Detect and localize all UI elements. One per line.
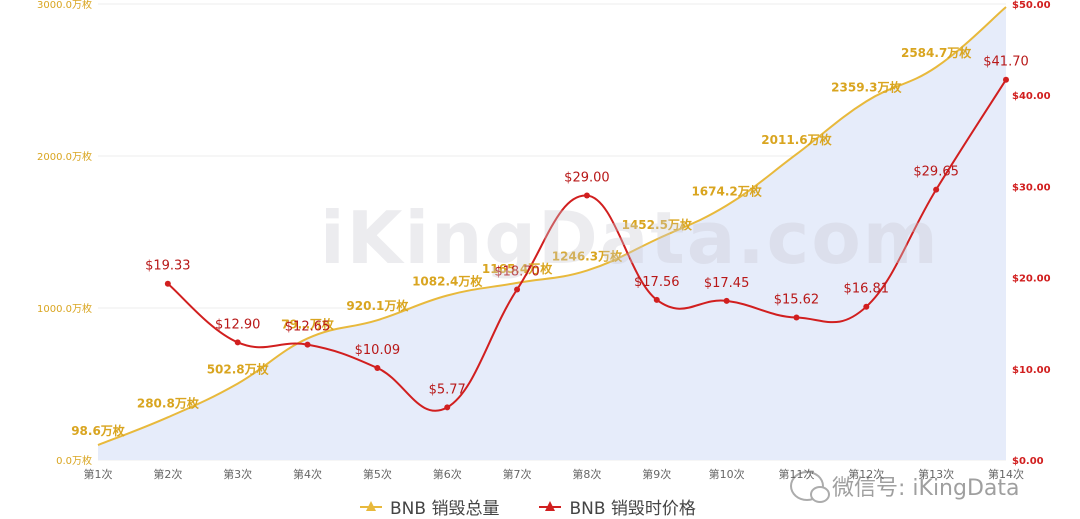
price-data-label: $12.65 xyxy=(285,320,331,335)
legend-label-price: BNB 销毁时价格 xyxy=(569,499,696,519)
wechat-text: 微信号: iKingData xyxy=(832,476,1020,501)
total-burn-data-label: 1165.4万枚 xyxy=(482,261,553,276)
total-burn-data-label: 2359.3万枚 xyxy=(831,79,902,94)
legend-label-total: BNB 销毁总量 xyxy=(390,499,500,519)
total-burn-data-label: 79…万枚 xyxy=(281,316,335,331)
price-data-label: $18.70 xyxy=(494,264,540,279)
legend-item-total[interactable]: BNB 销毁总量 xyxy=(360,494,499,519)
y-right-tick-label: $20.00 xyxy=(1012,274,1051,285)
price-data-label: $29.00 xyxy=(564,171,610,186)
y-right-tick-label: $40.00 xyxy=(1012,91,1051,102)
y-right-tick-label: $10.00 xyxy=(1012,365,1051,376)
y-right-tick-label: $30.00 xyxy=(1012,182,1051,193)
total-burn-data-label: 1674.2万枚 xyxy=(691,184,762,199)
total-burn-area-fill xyxy=(98,7,1006,460)
data-labels: 98.6万枚 280.8万枚 502.8万枚 79…万枚 920.1万枚1082.4万枚… xyxy=(71,45,1029,438)
x-tick-label: 第7次 xyxy=(503,467,532,481)
price-data-label: $29.65 xyxy=(913,165,959,180)
price-point xyxy=(653,296,660,303)
total-burn-area xyxy=(97,6,1007,460)
x-tick-label: 第6次 xyxy=(433,467,462,481)
x-tick-label: 第14次 xyxy=(988,467,1024,481)
price-data-label: $17.56 xyxy=(634,275,680,290)
price-data-label: $5.77 xyxy=(429,382,466,397)
x-tick-label: 第13次 xyxy=(918,467,954,481)
price-point xyxy=(583,192,590,199)
price-point xyxy=(933,186,940,193)
wechat-watermark: 微信号: iKingData xyxy=(790,470,1020,503)
price-point xyxy=(234,339,241,346)
x-tick-label: 第2次 xyxy=(153,467,182,481)
price-point xyxy=(444,404,451,411)
y-left-tick-label: 2000.0万枚 xyxy=(37,150,92,163)
total-burn-data-label: 2584.7万枚 xyxy=(901,45,972,60)
price-point xyxy=(374,364,381,371)
price-point xyxy=(793,314,800,321)
x-tick-label: 第5次 xyxy=(363,467,392,481)
total-burn-line xyxy=(97,6,1007,446)
x-tick-label: 第1次 xyxy=(84,467,113,481)
y-right-tick-label: $50.00 xyxy=(1012,0,1051,11)
total-burn-data-label: 2011.6万枚 xyxy=(761,132,832,147)
x-tick-label: 第4次 xyxy=(293,467,322,481)
legend-total-marker-icon xyxy=(360,500,382,511)
total-burn-data-label: 502.8万枚 xyxy=(207,362,270,377)
legend-price-marker-icon xyxy=(539,500,562,511)
price-data-label: $41.70 xyxy=(983,55,1029,70)
y-left-tick-label: 1000.0万枚 xyxy=(37,302,92,315)
total-burn-data-label: 1246.3万枚 xyxy=(552,249,623,264)
price-data-label: $19.33 xyxy=(145,259,191,274)
y-right-tick-label: $0.00 xyxy=(1012,456,1044,467)
y-left-tick-label: 0.0万枚 xyxy=(56,454,92,467)
total-burn-data-label: 98.6万枚 xyxy=(71,423,126,438)
x-tick-label: 第10次 xyxy=(709,467,745,481)
price-line xyxy=(164,76,1009,412)
x-tick-label: 第9次 xyxy=(642,467,671,481)
price-data-label: $17.45 xyxy=(704,276,750,291)
total-burn-data-label: 920.1万枚 xyxy=(346,298,409,313)
x-tick-label: 第8次 xyxy=(572,467,601,481)
x-tick-label: 第12次 xyxy=(848,467,884,481)
y-left-tick-label: 3000.0万枚 xyxy=(37,0,92,11)
price-point xyxy=(514,286,521,293)
price-point xyxy=(304,341,311,348)
price-data-label: $16.81 xyxy=(844,282,890,297)
total-burn-data-label: 280.8万枚 xyxy=(137,395,200,410)
price-data-label: $10.09 xyxy=(355,343,401,358)
price-point xyxy=(723,297,730,304)
price-data-label: $12.90 xyxy=(215,317,261,332)
price-point xyxy=(1003,76,1009,83)
total-burn-data-label: 1452.5万枚 xyxy=(622,217,693,232)
axes: 0.0万枚 1000.0万枚 2000.0万枚 3000.0万枚 $0.00 $10.00… xyxy=(37,0,1051,481)
wechat-icon xyxy=(790,471,830,503)
chart: 0.0万枚 1000.0万枚 2000.0万枚 3000.0万枚 $0.00 $10.00… xyxy=(37,0,1051,481)
legend-item-price[interactable]: BNB 销毁时价格 xyxy=(539,494,696,519)
price-data-label: $15.62 xyxy=(774,293,820,308)
x-tick-label: 第3次 xyxy=(223,467,252,481)
legend: BNB 销毁总量 BNB 销毁时价格 xyxy=(360,494,696,519)
price-point xyxy=(863,303,870,310)
price-point xyxy=(164,280,171,287)
total-burn-data-label: 1082.4万枚 xyxy=(412,273,483,288)
